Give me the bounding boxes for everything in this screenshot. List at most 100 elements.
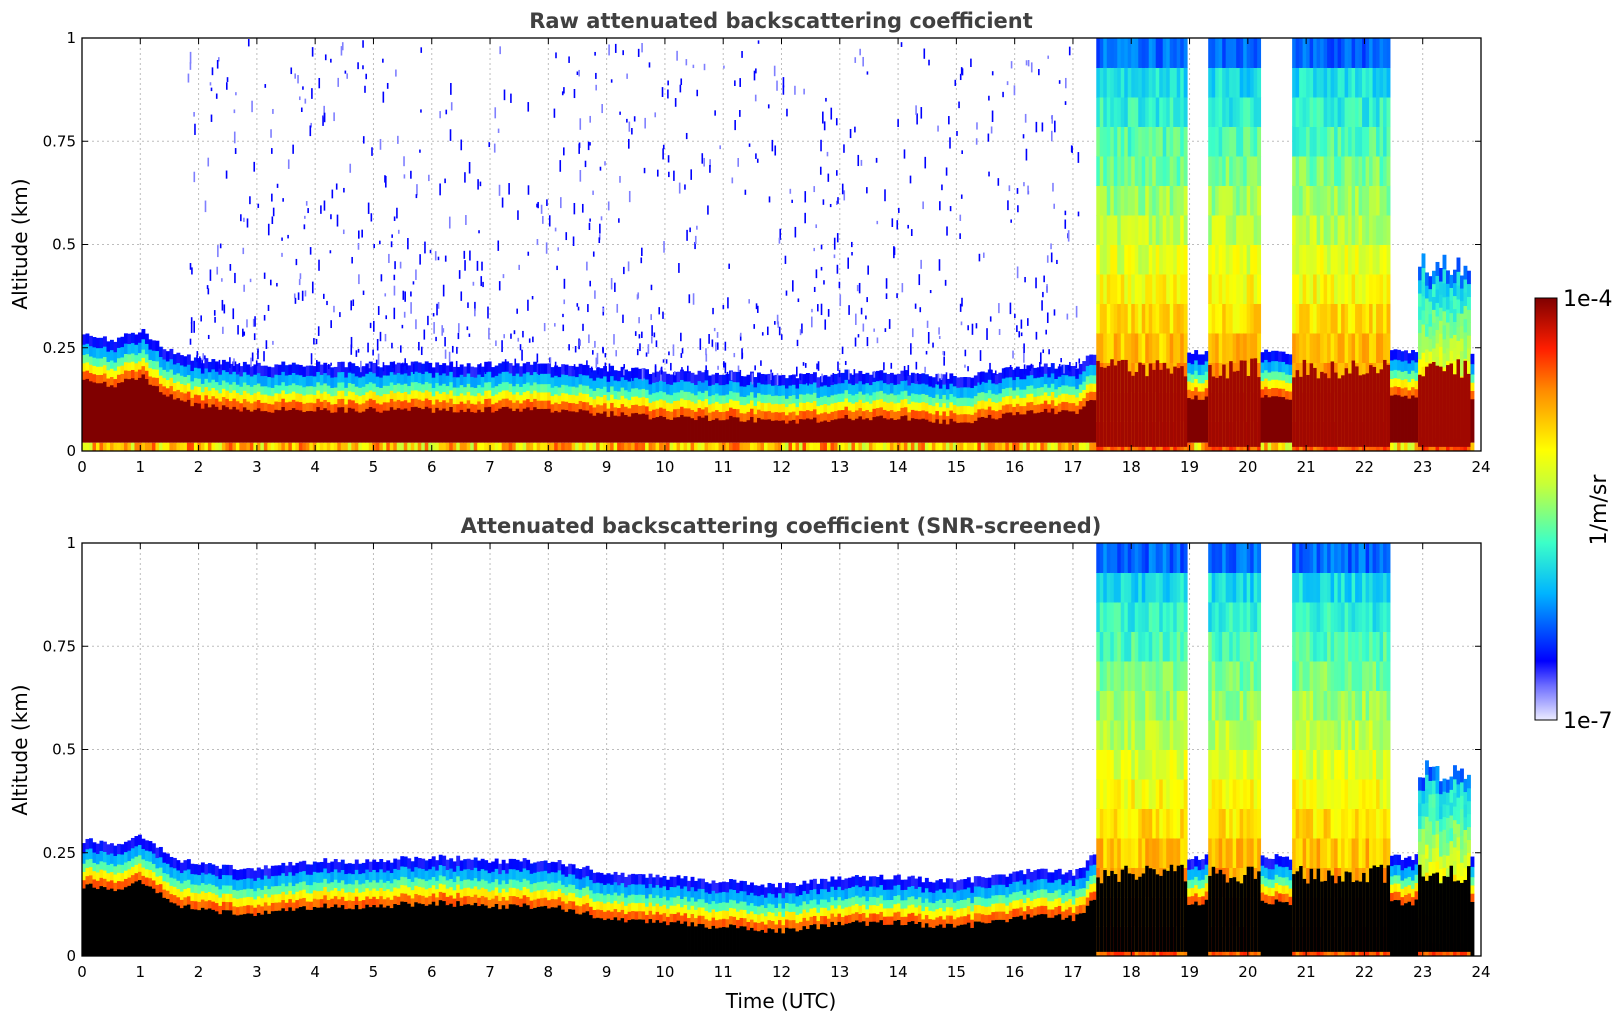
heatmap-cell [938,378,943,390]
heatmap-cell [966,397,971,407]
heatmap-cell [1383,359,1387,447]
heatmap-cell [270,377,275,389]
heatmap-cell [851,385,856,396]
heatmap-column [861,373,866,451]
heatmap-cell [1001,378,1006,390]
heatmap-cell [82,442,86,451]
heatmap-cell [1467,309,1471,323]
heatmap-column [655,371,660,451]
heatmap-column [858,370,863,451]
heatmap-cell [256,400,261,409]
noise-speck [537,201,539,209]
heatmap-cell [256,383,261,393]
noise-speck [479,364,481,373]
heatmap-cell [1211,156,1216,186]
heatmap-cell [956,387,961,399]
heatmap-cell [805,383,810,395]
heatmap-column [998,372,1003,451]
heatmap-cell [1460,313,1464,327]
noise-speck [528,338,531,343]
heatmap-cell [1082,361,1087,372]
heatmap-cell [519,442,524,451]
heatmap-cell [319,374,324,386]
heatmap-cell [1453,334,1457,348]
noise-speck [711,339,714,347]
heatmap-cell [1152,303,1157,334]
heatmap-area [82,38,1475,451]
heatmap-cell [144,333,149,345]
heatmap-cell [1208,97,1213,127]
noise-speck [481,261,483,271]
heatmap-cell [791,442,796,451]
heatmap-cell [85,378,90,443]
heatmap-cell [858,442,863,451]
heatmap-cell [1334,38,1339,68]
heatmap-cell [515,363,520,375]
heatmap-cell [578,400,583,410]
heatmap-cell [715,401,719,411]
heatmap-cell [106,351,111,363]
heatmap-cell [106,378,111,388]
heatmap-column [82,334,86,451]
heatmap-cell [1183,244,1188,275]
heatmap-cell [620,377,625,389]
heatmap-cell [1260,362,1265,374]
noise-speck [660,369,662,381]
heatmap-cell [547,373,552,385]
heatmap-cell [1344,67,1349,98]
heatmap-column [907,375,912,451]
heatmap-cell [1358,333,1363,363]
heatmap-cell [1176,333,1181,363]
heatmap-cell [1306,126,1311,157]
heatmap-cell [386,402,391,412]
heatmap-cell [533,372,538,383]
heatmap-cell [172,399,177,443]
heatmap-cell [1376,126,1380,157]
heatmap-cell [123,370,128,380]
heatmap-cell [844,442,849,451]
heatmap-cell [592,390,597,400]
noise-speck [326,300,328,306]
heatmap-cell [1372,215,1377,245]
noise-speck [748,143,751,147]
heatmap-cell [781,412,786,421]
heatmap-cell [1309,215,1314,245]
heatmap-cell [949,442,954,451]
heatmap-cell [162,378,167,387]
heatmap-cell [1351,244,1356,275]
heatmap-column [791,374,796,451]
heatmap-column [519,366,524,451]
heatmap-cell [924,442,929,451]
heatmap-cell [875,442,880,451]
noise-speck [331,189,334,199]
heatmap-cell [830,442,835,451]
heatmap-cell [1159,303,1164,334]
heatmap-cell [1096,274,1101,304]
heatmap-cell [631,413,636,443]
heatmap-cell [540,442,545,451]
heatmap-cell [914,410,919,420]
heatmap-cell [764,411,768,421]
heatmap-cell [1110,359,1115,447]
heatmap-cell [186,364,191,376]
heatmap-cell [778,396,782,405]
heatmap-cell [291,373,296,384]
heatmap-column [470,366,475,451]
heatmap-cell [889,383,894,395]
noise-speck [1014,368,1016,377]
heatmap-cell [861,373,866,385]
heatmap-cell [1306,274,1311,304]
heatmap-cell [302,366,307,378]
heatmap-cell [774,374,779,386]
heatmap-cell [1400,380,1405,389]
heatmap-cell [162,386,167,396]
noise-speck [479,181,482,187]
heatmap-cell [1176,368,1181,447]
x-tick-label: 19 [1180,458,1199,476]
noise-speck [1078,358,1081,364]
heatmap-cell [746,395,751,405]
noise-speck [323,105,325,118]
noise-speck [333,305,335,313]
noise-speck [989,316,992,322]
heatmap-cell [1253,156,1258,186]
